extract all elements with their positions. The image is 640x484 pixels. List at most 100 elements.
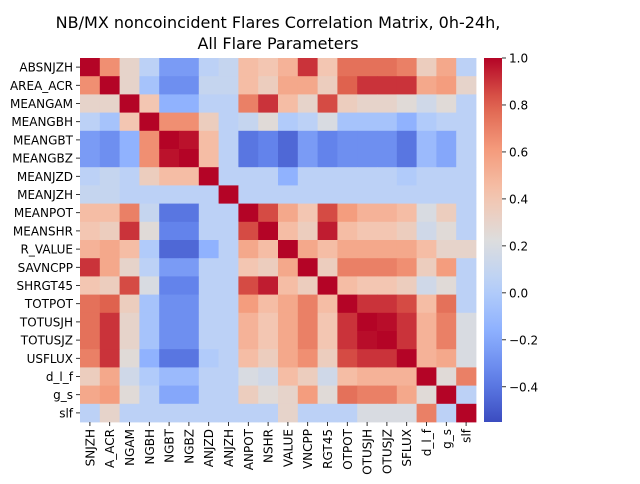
- heatmap-cell-10-17: [416, 240, 437, 259]
- heatmap-cell-19-14: [357, 403, 378, 423]
- heatmap-cell-16-8: [238, 349, 259, 368]
- heatmap-cell-11-6: [198, 258, 219, 277]
- heatmap-cell-0-16: [396, 58, 417, 77]
- heatmap-cell-18-1: [99, 385, 120, 405]
- heatmap-cell-16-16: [396, 349, 417, 368]
- heatmap-cell-13-3: [139, 294, 160, 314]
- heatmap-cell-8-15: [377, 203, 398, 223]
- heatmap-cell-12-13: [337, 276, 358, 295]
- colorbar-tick-label: −0.2: [509, 333, 538, 347]
- heatmap-cell-8-12: [317, 203, 338, 223]
- heatmap-cell-13-6: [198, 294, 219, 314]
- column-label-13: OTPOT: [341, 428, 355, 469]
- heatmap-cell-1-7: [218, 76, 239, 95]
- heatmap-cell-15-3: [139, 331, 160, 350]
- row-label-MEANGBT: MEANGBT: [13, 133, 74, 147]
- heatmap-cell-18-19: [456, 385, 477, 405]
- heatmap-cell-15-12: [317, 331, 338, 350]
- heatmap-cell-5-18: [436, 149, 457, 168]
- heatmap-cell-1-9: [258, 76, 279, 95]
- heatmap-cell-6-6: [198, 167, 219, 186]
- heatmap-cell-10-2: [119, 240, 140, 259]
- heatmap-cell-10-15: [377, 240, 398, 259]
- heatmap-cell-4-1: [99, 130, 120, 150]
- row-label-d_l_f: d_l_f: [46, 370, 74, 384]
- heatmap-cell-0-8: [238, 58, 259, 77]
- heatmap-cell-10-11: [297, 240, 318, 259]
- heatmap-cell-18-10: [278, 385, 299, 405]
- heatmap-cell-19-6: [198, 403, 219, 423]
- heatmap-cell-4-11: [297, 130, 318, 150]
- heatmap-cell-1-4: [159, 76, 180, 95]
- heatmap-cell-5-10: [278, 149, 299, 168]
- heatmap-cell-3-10: [278, 112, 299, 132]
- heatmap-cell-15-5: [179, 331, 200, 350]
- heatmap-cell-9-1: [99, 221, 120, 241]
- heatmap-cell-9-14: [357, 221, 378, 241]
- heatmap-cell-8-4: [159, 203, 180, 223]
- heatmap-cell-4-18: [436, 130, 457, 150]
- heatmap-cell-2-10: [278, 94, 299, 113]
- heatmap-cell-0-2: [119, 58, 140, 77]
- heatmap-cell-17-9: [258, 367, 279, 386]
- heatmap-cell-6-18: [436, 167, 457, 186]
- heatmap-cell-0-4: [159, 58, 180, 77]
- row-label-TOTUSJZ: TOTUSJZ: [20, 334, 73, 348]
- heatmap-cell-3-5: [179, 112, 200, 132]
- heatmap-cell-15-17: [416, 331, 437, 350]
- chart-title-line-2: All Flare Parameters: [197, 34, 358, 53]
- heatmap-cell-8-18: [436, 203, 457, 223]
- heatmap-cell-7-16: [396, 185, 417, 204]
- heatmap-cell-12-8: [238, 276, 259, 295]
- heatmap-cell-4-3: [139, 130, 160, 150]
- heatmap-cell-16-0: [80, 349, 101, 368]
- heatmap-cell-12-18: [436, 276, 457, 295]
- heatmap-cell-4-2: [119, 130, 140, 150]
- heatmap-cell-7-7: [218, 185, 239, 204]
- heatmap-cell-13-11: [297, 294, 318, 314]
- heatmap-cell-14-6: [198, 312, 219, 332]
- heatmap-cell-3-8: [238, 112, 259, 132]
- column-label-9: NSHR: [262, 429, 276, 463]
- row-label-ABSNJZH: ABSNJZH: [19, 61, 73, 75]
- heatmap-cell-7-12: [317, 185, 338, 204]
- colorbar-tick-label: 0.8: [509, 98, 528, 112]
- heatmap-cell-18-9: [258, 385, 279, 405]
- heatmap-cell-16-13: [337, 349, 358, 368]
- heatmap-cell-15-14: [357, 331, 378, 350]
- heatmap-cell-10-14: [357, 240, 378, 259]
- heatmap-cell-13-10: [278, 294, 299, 314]
- heatmap-cell-17-13: [337, 367, 358, 386]
- heatmap-cell-11-8: [238, 258, 259, 277]
- heatmap-cell-14-13: [337, 312, 358, 332]
- heatmap-cell-2-6: [198, 94, 219, 113]
- heatmap-cell-19-18: [436, 403, 457, 423]
- heatmap-cell-5-13: [337, 149, 358, 168]
- heatmap-cell-17-14: [357, 367, 378, 386]
- heatmap-cell-16-7: [218, 349, 239, 368]
- row-label-MEANJZH: MEANJZH: [17, 188, 73, 202]
- heatmap-cell-7-14: [357, 185, 378, 204]
- heatmap-cell-4-8: [238, 130, 259, 150]
- heatmap-cell-7-1: [99, 185, 120, 204]
- row-label-MEANGAM: MEANGAM: [10, 97, 73, 111]
- heatmap-cell-11-3: [139, 258, 160, 277]
- heatmap-cell-0-15: [377, 58, 398, 77]
- heatmap-cell-5-6: [198, 149, 219, 168]
- heatmap-cell-14-19: [456, 312, 477, 332]
- heatmap-cell-11-14: [357, 258, 378, 277]
- column-label-17: d_l_f: [420, 428, 434, 456]
- heatmap-cell-15-10: [278, 331, 299, 350]
- heatmap-cell-17-0: [80, 367, 101, 386]
- heatmap-cell-9-16: [396, 221, 417, 241]
- heatmap-cell-12-0: [80, 276, 101, 295]
- heatmap-cell-8-3: [139, 203, 160, 223]
- heatmap-cell-14-14: [357, 312, 378, 332]
- heatmap-cell-5-15: [377, 149, 398, 168]
- heatmap-cell-1-13: [337, 76, 358, 95]
- heatmap-cell-7-4: [159, 185, 180, 204]
- heatmap-cell-13-8: [238, 294, 259, 314]
- heatmap-cell-3-9: [258, 112, 279, 132]
- heatmap-cell-14-15: [377, 312, 398, 332]
